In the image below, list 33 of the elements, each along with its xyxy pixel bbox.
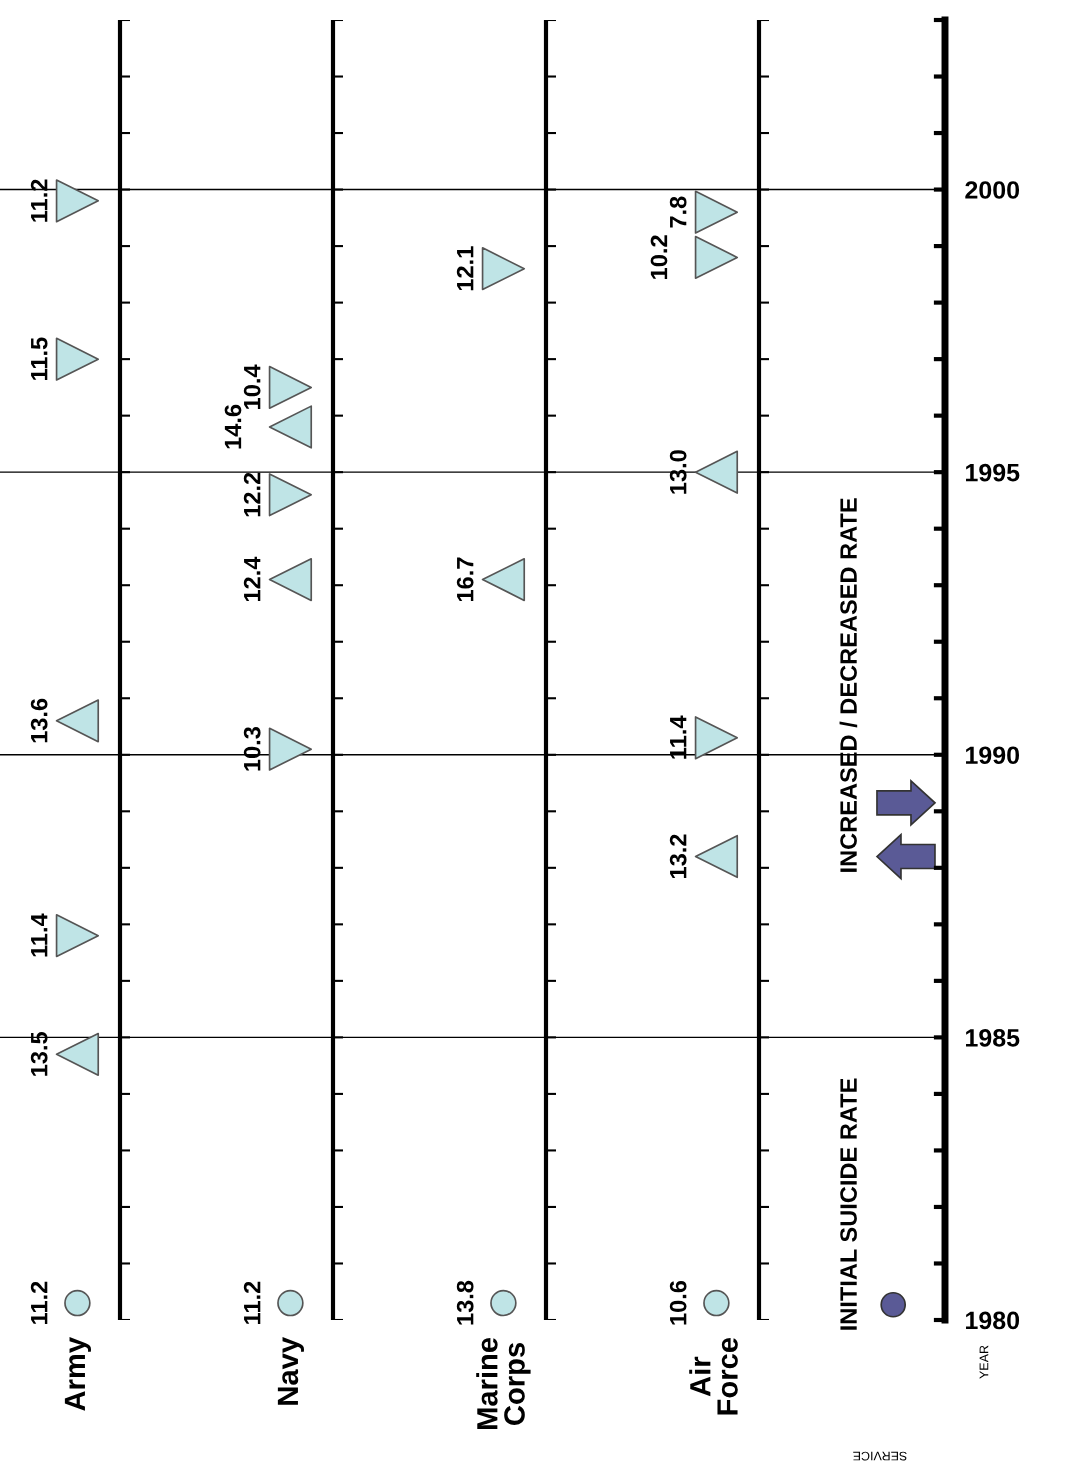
annotation: 13.2 xyxy=(669,834,687,879)
annotation: 11.5 xyxy=(31,337,48,380)
annotation: 10.2 xyxy=(650,235,668,279)
annotation: 10.3 xyxy=(243,727,261,771)
x-tick-label: Navy xyxy=(277,1337,304,1405)
y-axis-title: YEAR xyxy=(979,1345,989,1379)
annotation: INCREASED / DECREASED RATE xyxy=(839,498,858,872)
annotation: INITIAL SUICIDE RATE xyxy=(840,1078,857,1330)
annotation: 12.1 xyxy=(456,246,474,291)
annotation: 13.6 xyxy=(30,698,48,743)
y-tick-label: 1980 xyxy=(966,1311,1020,1330)
y-tick-label: 1990 xyxy=(966,746,1020,765)
x-axis-title: SERVICE xyxy=(853,1451,907,1461)
x-tick-label: Marine Corps xyxy=(476,1337,531,1430)
annotation: 11.2 xyxy=(243,1281,261,1324)
annotation: 12.2 xyxy=(243,472,261,517)
annotation: 13.8 xyxy=(456,1280,474,1325)
x-tick-label: Air Force xyxy=(689,1337,738,1415)
annotation: 11.2 xyxy=(30,1281,48,1324)
y-tick-label: 1985 xyxy=(966,1028,1020,1047)
annotation: 11.4 xyxy=(31,913,48,957)
annotation: 11.2 xyxy=(30,179,48,222)
x-tick-label: Army xyxy=(64,1337,91,1411)
annotation: 16.7 xyxy=(456,557,474,602)
annotation: 14.6 xyxy=(224,404,242,449)
annotation: 7.8 xyxy=(669,196,687,228)
y-tick-label: 1995 xyxy=(966,463,1020,482)
annotation: 13.5 xyxy=(30,1032,48,1076)
annotation: 10.6 xyxy=(669,1280,687,1325)
y-tick-label: 2000 xyxy=(965,181,1020,199)
annotation: 12.4 xyxy=(243,556,261,602)
annotation: 10.4 xyxy=(243,364,261,409)
annotation: 13.0 xyxy=(669,450,687,494)
